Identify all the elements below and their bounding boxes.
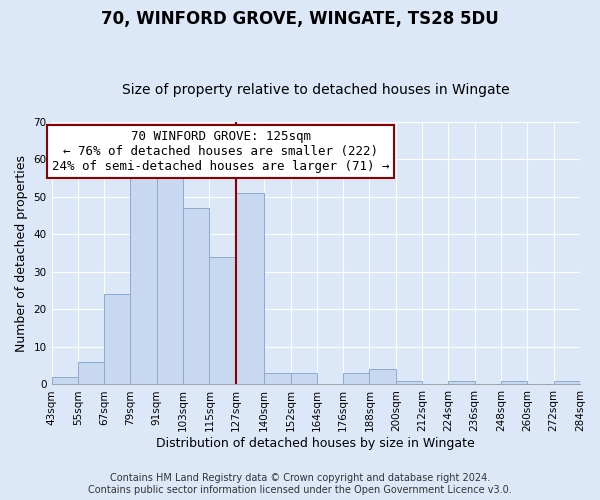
Title: Size of property relative to detached houses in Wingate: Size of property relative to detached ho… — [122, 83, 509, 97]
Bar — [130, 174, 157, 384]
Bar — [78, 362, 104, 384]
Y-axis label: Number of detached properties: Number of detached properties — [15, 154, 28, 352]
Bar — [236, 193, 264, 384]
Text: Contains HM Land Registry data © Crown copyright and database right 2024.
Contai: Contains HM Land Registry data © Crown c… — [88, 474, 512, 495]
Bar — [52, 377, 78, 384]
Bar — [396, 380, 422, 384]
Bar — [554, 380, 580, 384]
Bar — [157, 170, 183, 384]
Bar — [370, 370, 396, 384]
Bar — [104, 294, 130, 384]
Bar — [343, 373, 370, 384]
Bar — [264, 373, 290, 384]
X-axis label: Distribution of detached houses by size in Wingate: Distribution of detached houses by size … — [157, 437, 475, 450]
Bar — [448, 380, 475, 384]
Text: 70, WINFORD GROVE, WINGATE, TS28 5DU: 70, WINFORD GROVE, WINGATE, TS28 5DU — [101, 10, 499, 28]
Bar — [290, 373, 317, 384]
Text: 70 WINFORD GROVE: 125sqm
← 76% of detached houses are smaller (222)
24% of semi-: 70 WINFORD GROVE: 125sqm ← 76% of detach… — [52, 130, 389, 172]
Bar — [209, 257, 236, 384]
Bar — [501, 380, 527, 384]
Bar — [183, 208, 209, 384]
